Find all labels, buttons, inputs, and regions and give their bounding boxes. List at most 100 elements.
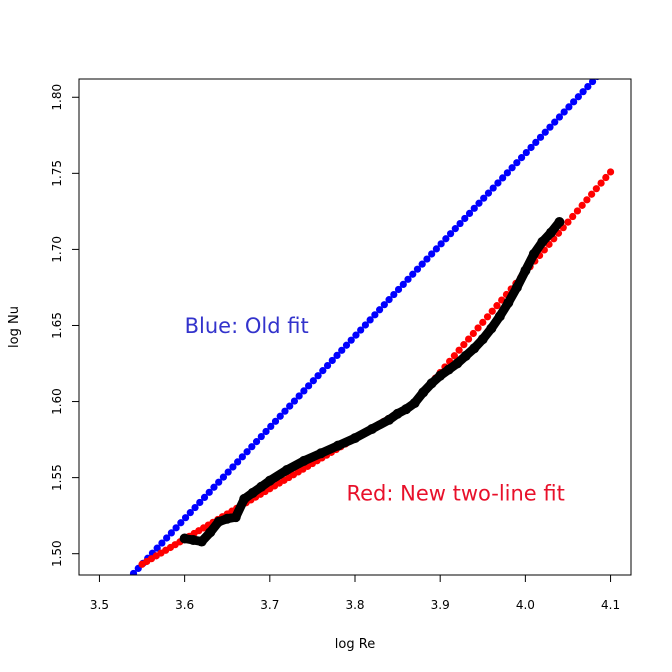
fit-point — [357, 326, 365, 334]
data-point — [350, 433, 360, 444]
fit-point — [267, 422, 275, 431]
fit-point — [602, 173, 610, 182]
fit-point — [390, 290, 398, 299]
fit-point — [352, 331, 360, 339]
fit-point — [569, 212, 577, 221]
data-point — [281, 465, 292, 476]
data-point — [247, 487, 258, 498]
data-point — [511, 282, 522, 293]
fit-point — [219, 473, 228, 481]
fit-point — [494, 179, 502, 187]
fit-point — [376, 306, 384, 314]
data-point — [196, 536, 207, 547]
fit-point — [460, 341, 468, 349]
fit-point — [480, 194, 488, 202]
fit-point — [583, 196, 591, 204]
annotation-0: Blue: Old fit — [185, 314, 309, 338]
annotation-1: Red: New two-line fit — [346, 481, 564, 505]
fit-point — [565, 103, 573, 111]
data-point — [426, 378, 437, 389]
fit-point — [248, 443, 256, 451]
fit-point — [319, 367, 327, 375]
fit-point — [333, 351, 341, 360]
x-tick-label: 3.8 — [345, 598, 364, 612]
fit-point — [300, 387, 308, 395]
fit-point — [574, 93, 582, 101]
y-tick-label: 1.60 — [50, 388, 64, 415]
fit-point — [532, 138, 540, 146]
fit-point — [380, 301, 388, 309]
y-tick-label: 1.70 — [50, 236, 64, 263]
data-point — [486, 323, 497, 334]
data-point — [503, 297, 514, 308]
data-layer — [129, 79, 615, 575]
data-point — [528, 248, 539, 259]
fit-point — [555, 113, 564, 121]
fit-point — [606, 168, 615, 176]
fit-point — [177, 519, 185, 527]
fit-point — [450, 352, 458, 360]
fit-point — [489, 184, 497, 192]
fit-point — [338, 346, 346, 354]
fit-point — [181, 514, 190, 522]
data-point — [537, 236, 548, 247]
fit-point — [200, 493, 209, 502]
data-point — [460, 350, 471, 361]
fit-point — [428, 250, 436, 258]
fit-point — [432, 245, 440, 253]
fit-point — [153, 544, 161, 552]
data-point — [179, 533, 190, 544]
fit-point — [167, 529, 175, 537]
series-2 — [179, 217, 565, 547]
data-point — [443, 364, 454, 375]
fit-point — [281, 407, 289, 415]
data-point — [205, 527, 216, 538]
fit-point — [413, 265, 422, 273]
fit-point — [229, 463, 237, 471]
fit-point — [163, 534, 171, 542]
fit-point — [465, 209, 474, 217]
fit-point — [437, 240, 445, 248]
fit-point — [186, 509, 194, 517]
x-axis-title: log Re — [335, 637, 375, 652]
fit-point — [238, 453, 246, 461]
fit-point — [309, 377, 317, 385]
data-point — [469, 343, 480, 354]
fit-point — [314, 372, 322, 380]
fit-point — [191, 503, 199, 512]
fit-point — [464, 335, 473, 343]
fit-point — [461, 214, 469, 223]
fit-point — [158, 539, 166, 547]
y-tick-label: 1.65 — [50, 312, 64, 339]
fit-point — [385, 296, 393, 304]
fit-point — [342, 341, 351, 349]
data-point — [392, 408, 403, 419]
data-point — [409, 398, 420, 409]
fit-point — [442, 235, 450, 243]
y-axis-title: log Nu — [7, 306, 22, 348]
fit-point — [252, 438, 261, 446]
fit-point — [234, 458, 242, 466]
fit-point — [456, 219, 464, 228]
y-tick-label: 1.75 — [50, 160, 64, 187]
fit-point — [597, 179, 605, 187]
data-point — [256, 481, 267, 492]
fit-point — [503, 169, 511, 177]
fit-point — [262, 427, 270, 436]
data-point — [222, 513, 233, 524]
fit-point — [290, 397, 299, 405]
fit-point — [196, 498, 204, 507]
fit-point — [451, 225, 459, 233]
data-point — [188, 535, 199, 546]
x-tick-label: 3.6 — [175, 598, 194, 612]
fit-point — [588, 79, 597, 86]
data-point — [367, 423, 378, 434]
series-0 — [129, 79, 600, 575]
fit-point — [546, 123, 554, 131]
fit-point — [328, 356, 336, 365]
fit-point — [404, 275, 412, 283]
fit-point — [560, 108, 568, 116]
fit-point — [517, 154, 526, 162]
fit-point — [305, 382, 313, 390]
fit-point — [470, 204, 478, 212]
